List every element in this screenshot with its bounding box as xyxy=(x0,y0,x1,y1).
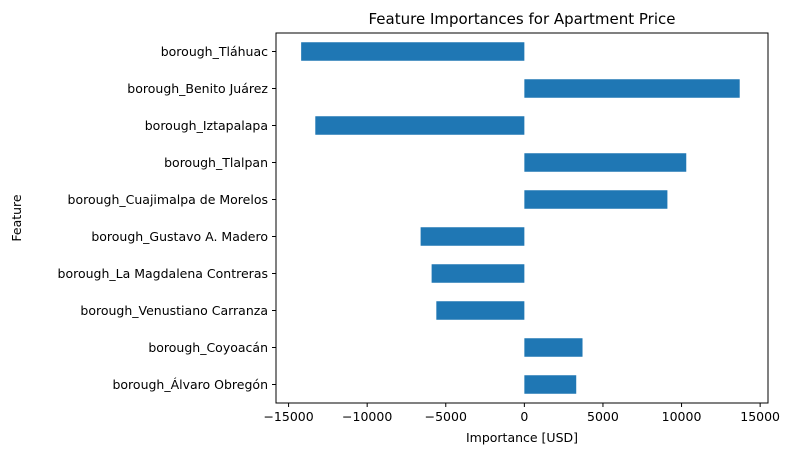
x-tick-label: −15000 xyxy=(263,409,313,424)
bar-7 xyxy=(436,301,525,320)
bar-2 xyxy=(315,116,525,135)
y-tick-label: borough_Tláhuac xyxy=(161,44,268,59)
y-tick-label: borough_Coyoacán xyxy=(148,340,268,355)
y-tick-label: borough_Gustavo A. Madero xyxy=(91,229,268,244)
x-axis-label: Importance [USD] xyxy=(466,430,578,445)
y-tick-label: borough_Tlalpan xyxy=(164,155,268,170)
x-tick-label: −10000 xyxy=(342,409,392,424)
x-ticks-group: −15000 −10000 −5000 0 5000 10000 15000 xyxy=(263,403,780,424)
bars-group xyxy=(301,42,740,394)
bar-3 xyxy=(524,153,687,172)
bar-0 xyxy=(301,42,525,61)
chart-title: Feature Importances for Apartment Price xyxy=(369,10,676,28)
bar-6 xyxy=(431,264,525,283)
plot-frame xyxy=(275,32,769,404)
x-tick-label: 10000 xyxy=(662,409,702,424)
bar-5 xyxy=(420,227,525,246)
x-tick-label: 15000 xyxy=(740,409,780,424)
y-tick-label: borough_Venustiano Carranza xyxy=(80,303,268,318)
bar-9 xyxy=(524,375,577,394)
y-tick-label: borough_Cuajimalpa de Morelos xyxy=(68,192,268,207)
y-tick-label: borough_La Magdalena Contreras xyxy=(58,266,268,281)
y-tick-label: borough_Benito Juárez xyxy=(127,81,268,96)
bar-1 xyxy=(524,79,740,98)
y-tick-label: borough_Iztapalapa xyxy=(145,118,268,133)
x-tick-label: 5000 xyxy=(587,409,619,424)
y-axis-label: Feature xyxy=(9,194,24,242)
bar-4 xyxy=(524,190,668,209)
y-ticks-group: borough_Tláhuac borough_Benito Juárez boro… xyxy=(58,44,276,392)
y-tick-label: borough_Álvaro Obregón xyxy=(112,377,268,392)
x-tick-label: 0 xyxy=(520,409,528,424)
bar-8 xyxy=(524,338,583,357)
x-tick-label: −5000 xyxy=(425,409,467,424)
